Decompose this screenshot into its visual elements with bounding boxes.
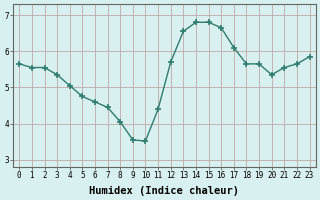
X-axis label: Humidex (Indice chaleur): Humidex (Indice chaleur) xyxy=(89,186,239,196)
